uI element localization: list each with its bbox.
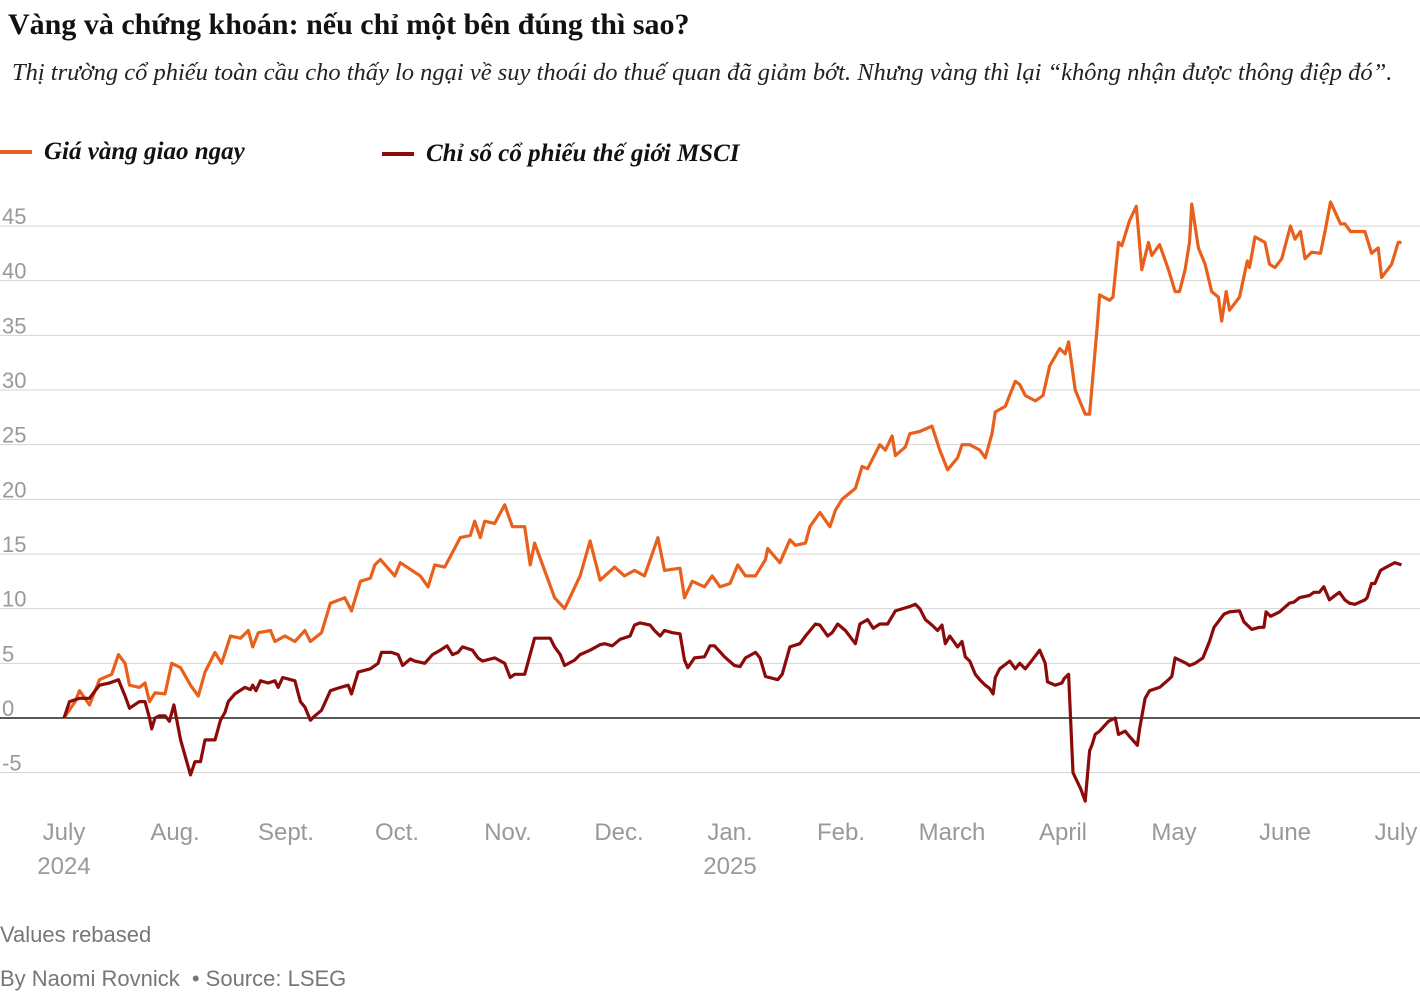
x-tick-label: Sept. [258,819,314,846]
footer-note: Values rebased [0,922,152,947]
x-tick-label: Aug. [150,819,199,846]
y-tick-label: 5 [2,641,14,666]
y-tick-label: 20 [2,477,26,502]
x-tick-label: March [919,819,986,846]
y-tick-label: 0 [2,696,14,721]
x-tick-label: Nov. [484,819,532,846]
legend-swatch-gold [0,150,32,154]
y-tick-label: 15 [2,532,26,557]
y-tick-label: 35 [2,313,26,338]
y-tick-label: 10 [2,587,26,612]
y-tick-label: 25 [2,423,26,448]
x-tick-label: July [43,819,86,846]
legend-swatch-msci [382,152,414,156]
legend-label-gold: Giá vàng giao ngay [44,138,245,165]
x-tick-label: Oct. [375,819,419,846]
y-tick-label: 30 [2,368,26,393]
x-tick-label: Feb. [817,819,865,846]
x-tick-label: June [1259,819,1311,846]
y-tick-label: 40 [2,259,26,284]
x-tick-label: July [1375,819,1418,846]
x-tick-year-label: 2024 [37,853,90,880]
x-tick-label: Dec. [594,819,643,846]
legend-item-msci: Chỉ số cổ phiếu thế giới MSCI [382,140,740,168]
byline: By Naomi Rovnick [0,966,180,991]
legend-label-msci: Chỉ số cổ phiếu thế giới MSCI [426,140,740,167]
series-line-gold [62,200,1402,719]
chart-title: Vàng và chứng khoán: nếu chỉ một bên đún… [8,8,690,41]
series-line-msci [62,561,1403,803]
x-tick-year-label: 2025 [703,853,756,880]
legend-item-gold: Giá vàng giao ngay [0,138,245,166]
x-tick-label: April [1039,819,1087,846]
x-tick-label: Jan. [707,819,752,846]
chart-subtitle: Thị trường cổ phiếu toàn cầu cho thấy lo… [12,59,1393,86]
footer-credits: By Naomi Rovnick • Source: LSEG [0,966,346,992]
y-tick-label: 45 [2,204,26,229]
x-tick-label: May [1151,819,1196,846]
source: • Source: LSEG [191,966,347,991]
y-tick-label: -5 [2,751,22,776]
